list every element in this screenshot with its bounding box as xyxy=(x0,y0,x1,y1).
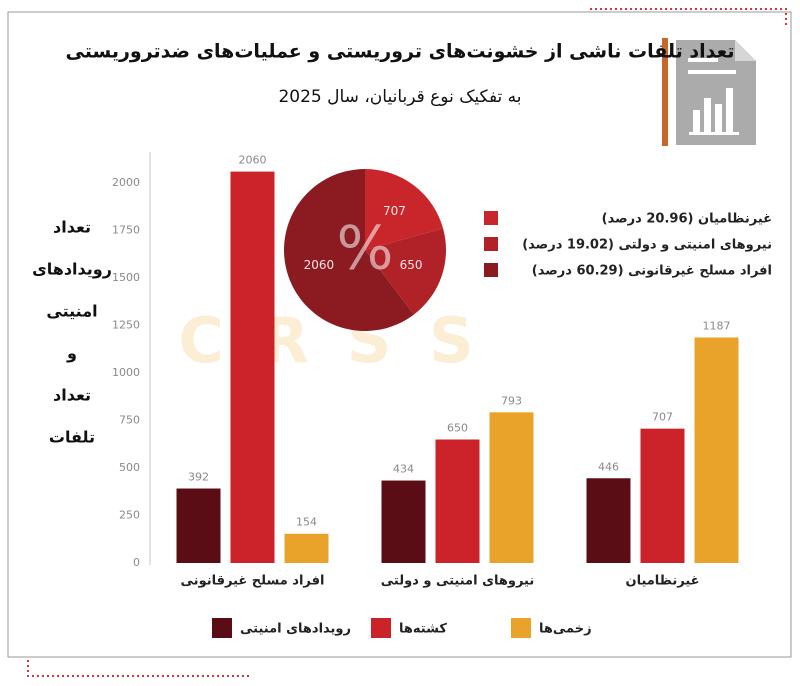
report-icon xyxy=(662,38,756,146)
legend-swatch xyxy=(484,211,498,225)
bar xyxy=(489,412,534,563)
bar xyxy=(381,480,426,563)
y-tick-label: 2000 xyxy=(112,176,140,189)
legend-label: زخمی‌ها xyxy=(539,622,592,637)
y-tick-label: 750 xyxy=(119,414,140,427)
y-tick-label: 500 xyxy=(119,461,140,474)
corner-decoration xyxy=(27,660,250,677)
y-axis-label: تلفات xyxy=(49,428,95,447)
legend-label: رویدادهای امنیتی xyxy=(240,622,351,637)
bar xyxy=(640,428,685,563)
bar xyxy=(176,488,221,563)
legend-swatch xyxy=(484,237,498,251)
y-tick-label: 1000 xyxy=(112,366,140,379)
legend-swatch xyxy=(484,263,498,277)
legend-label: کشته‌ها xyxy=(399,622,447,637)
y-tick-label: 1500 xyxy=(112,271,140,284)
value-label: 1187 xyxy=(703,319,731,332)
pie-slice xyxy=(365,228,446,315)
value-label: 2060 xyxy=(239,154,267,167)
y-tick-label: 0 xyxy=(133,556,140,569)
y-tick-label: 1750 xyxy=(112,224,140,237)
value-label: 434 xyxy=(393,463,414,476)
value-label: 707 xyxy=(652,411,673,424)
legend-label: نیروهای امنیتی و دولتی (19.02 درصد) xyxy=(522,238,772,253)
y-axis-label: تعداد xyxy=(53,386,91,405)
legend-label: غیرنظامیان (20.96 درصد) xyxy=(602,212,772,227)
y-tick-label: 250 xyxy=(119,509,140,522)
legend-swatch xyxy=(511,618,531,638)
slice-label: 707 xyxy=(383,204,406,218)
value-label: 446 xyxy=(598,460,619,473)
bar xyxy=(230,171,275,563)
x-tick-label: نیروهای امنیتی و دولتی xyxy=(381,574,535,589)
value-label: 392 xyxy=(188,471,209,484)
pie-slice xyxy=(365,169,444,250)
slice-label: 650 xyxy=(400,258,423,272)
value-label: 154 xyxy=(296,516,317,529)
x-tick-label: غیرنظامیان xyxy=(625,574,699,589)
legend-swatch xyxy=(212,618,232,638)
slice-label: 2060 xyxy=(304,258,335,272)
chart-title: تعداد تلفات ناشی از خشونت‌های تروریستی و… xyxy=(66,41,735,63)
frame xyxy=(7,11,792,658)
y-axis-label: تعداد xyxy=(53,218,91,237)
value-label: 793 xyxy=(501,394,522,407)
bar xyxy=(284,533,329,563)
pie-slice xyxy=(284,169,414,331)
corner-decoration xyxy=(590,8,787,28)
pie-center-label: % xyxy=(336,214,393,284)
bar xyxy=(586,478,631,563)
y-axis-label: و xyxy=(66,344,77,363)
y-tick-label: 1250 xyxy=(112,319,140,332)
x-tick-label: افراد مسلح غیرقانونی xyxy=(181,574,325,589)
bar xyxy=(694,337,739,563)
chart-subtitle: به تفکیک نوع قربانیان، سال 2025 xyxy=(278,87,521,107)
y-axis-label: امنیتی xyxy=(46,302,97,321)
legend-label: افراد مسلح غیرقانونی (60.29 درصد) xyxy=(532,264,772,279)
y-axis-label: رویدادهای xyxy=(32,260,112,279)
legend-swatch xyxy=(371,618,391,638)
bar xyxy=(435,439,480,563)
value-label: 650 xyxy=(447,422,468,435)
